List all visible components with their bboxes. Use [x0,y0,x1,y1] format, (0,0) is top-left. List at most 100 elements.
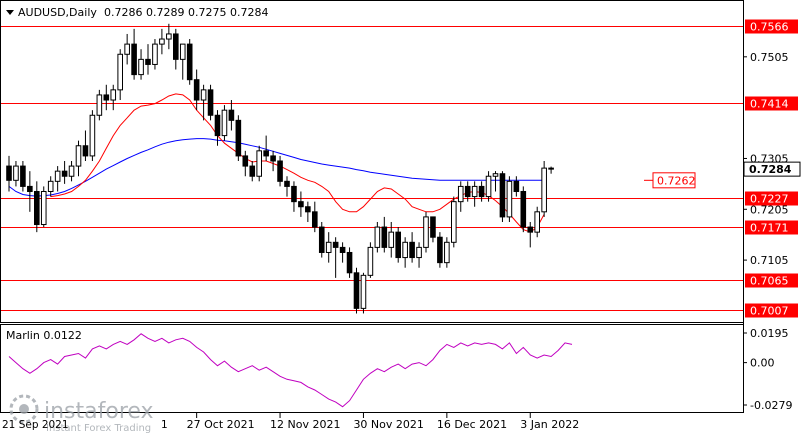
candle [381,216,388,253]
candle-body-bull [89,114,96,157]
candle-body-bull [471,185,478,198]
candle [256,145,262,182]
candle-body-bear [214,114,221,137]
candle [402,237,408,268]
candle-body-bull [416,246,422,259]
candle-body-bear [499,173,506,218]
candle [34,181,40,233]
candle-body-bear [61,170,68,177]
candle [277,155,283,187]
candle-body-bear [249,165,256,177]
candle [430,216,436,243]
candle [485,171,492,202]
candle [305,201,311,222]
candle [214,110,221,146]
candle-body-bear [339,246,346,253]
dropdown-triangle-icon[interactable] [6,10,14,15]
candle-body-bull [457,185,464,203]
candle-body-bear [131,43,137,76]
candle [145,44,151,75]
candle [124,33,130,65]
candle-body-bull [40,190,47,226]
candle [541,161,547,217]
candle [75,140,82,177]
candle [166,23,172,50]
candle-body-bull [166,33,172,40]
candle-body-bear [332,241,339,248]
candle [520,186,527,233]
candle-body-bear [409,241,415,259]
candle-body-bull [117,53,124,91]
candle [193,69,200,111]
candle [179,43,186,80]
candle [47,176,54,197]
candle [423,211,429,253]
candle [346,247,353,278]
candle [249,161,256,182]
candle-body-bear [186,43,193,81]
candle-body-bear [353,272,360,309]
candle-body-bull [374,226,381,248]
candle [54,166,61,192]
candle-body-bull [221,109,228,137]
indicator-tick--0.0279: -0.0279 [750,399,792,412]
candle-body-bull [110,89,117,101]
candle-body-bull [325,241,332,253]
candle [388,221,395,258]
candle-body-bull [200,89,207,101]
candle-body-bear [464,185,471,198]
candle-body-bear [312,211,318,228]
candle [298,191,304,217]
candle-body-bull [152,43,158,65]
candle [416,242,422,268]
candle-body-bear [548,167,554,170]
candle [548,166,554,174]
candle [444,237,450,268]
indicator-name: Marlin 0.0122 [6,329,82,342]
instaforex-logo-icon [9,394,39,424]
candle [110,84,117,111]
candle [138,49,144,80]
level-label-0.7171: 0.7171 [750,222,789,235]
candle [103,84,110,111]
candle-body-bear [263,150,269,157]
marlin-line [8,333,573,408]
candle [27,171,33,212]
time-tick-label: 3 Jan 2022 [520,418,579,431]
level-label-bg-0.7227 [745,191,798,206]
candle [61,161,68,184]
candle [318,221,325,258]
ma-blue-line [8,138,545,197]
current-price-marker: 0.7284 [743,161,801,177]
indicator-panel-frame [0,324,744,413]
candle-body-bear [277,160,283,182]
candle [464,181,471,202]
level-label-bg-0.7566 [745,19,798,34]
level-label-0.7065: 0.7065 [750,275,789,288]
indicator-axis: 0.0195 0.00 -0.0279 [743,327,792,412]
candle-body-bull [506,180,513,218]
watermark-brand: instaforex [44,399,154,424]
candle-body-bear [437,236,443,264]
candle-body-bull [485,175,492,198]
candle-body-bear [228,109,235,121]
candle-body-bear [513,180,520,192]
candle-body-bear [318,226,325,253]
ma-value-marker: 0.7262 [644,172,696,189]
candle [82,130,89,161]
time-axis-partial-mid: 1 [161,419,168,431]
level-label-0.7414: 0.7414 [750,98,789,111]
symbol-label: AUDUSD,Daily [18,6,97,19]
current-price-label: 0.7284 [749,163,792,176]
indicator-tick-0.0195: 0.0195 [750,327,789,340]
candle-body-bear [207,89,214,116]
candle [471,181,478,207]
candle-body-bear [520,190,527,228]
candle-body-bull [124,43,130,55]
candle-body-bear [173,33,179,60]
candle [339,242,346,263]
candle [263,135,269,161]
candle-body-bull [492,173,499,177]
candle-body-bull [444,241,450,264]
